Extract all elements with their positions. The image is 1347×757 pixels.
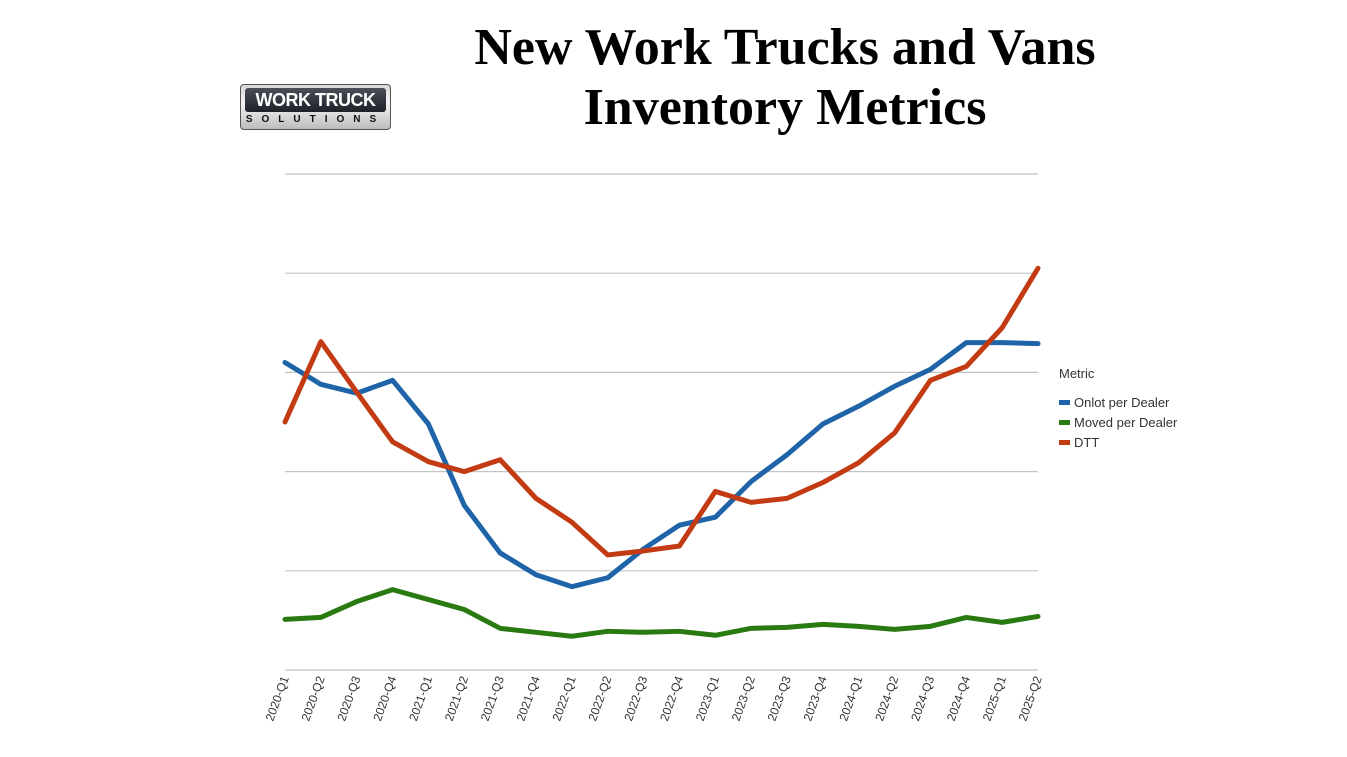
x-tick-label: 2022-Q4 bbox=[657, 674, 686, 723]
logo-line-2: SOLUTIONS bbox=[245, 114, 386, 125]
x-tick-label: 2023-Q1 bbox=[693, 674, 722, 723]
x-tick-label: 2020-Q3 bbox=[334, 674, 363, 723]
legend-item: Onlot per Dealer bbox=[1059, 395, 1169, 410]
chart-title: New Work Trucks and Vans Inventory Metri… bbox=[400, 18, 1170, 138]
x-tick-label: 2024-Q1 bbox=[836, 674, 865, 723]
x-tick-label: 2021-Q1 bbox=[406, 674, 435, 723]
x-tick-label: 2022-Q3 bbox=[621, 674, 650, 723]
chart-title-line-2: Inventory Metrics bbox=[583, 79, 987, 136]
legend-item: Moved per Dealer bbox=[1059, 415, 1177, 430]
x-tick-label: 2023-Q3 bbox=[765, 674, 794, 723]
x-tick-label: 2025-Q1 bbox=[980, 674, 1009, 723]
x-tick-label: 2024-Q4 bbox=[944, 674, 973, 723]
legend-label: Onlot per Dealer bbox=[1074, 395, 1170, 410]
x-tick-label: 2021-Q4 bbox=[514, 674, 543, 723]
legend-label: DTT bbox=[1074, 435, 1100, 450]
series-line-moved-per-dealer bbox=[282, 587, 1041, 639]
x-tick-label: 2020-Q2 bbox=[299, 674, 328, 723]
work-truck-solutions-logo: WORK TRUCK SOLUTIONS bbox=[240, 84, 391, 130]
x-tick-label: 2022-Q2 bbox=[585, 674, 614, 723]
chart-title-line-1: New Work Trucks and Vans bbox=[474, 19, 1096, 76]
x-tick-label: 2024-Q2 bbox=[872, 674, 901, 723]
x-tick-label: 2021-Q3 bbox=[478, 674, 507, 723]
legend-item: DTT bbox=[1059, 435, 1099, 450]
legend-swatch bbox=[1059, 400, 1070, 405]
x-tick-label: 2020-Q1 bbox=[263, 674, 292, 723]
legend-title: Metric bbox=[1059, 366, 1095, 381]
x-tick-label: 2020-Q4 bbox=[370, 674, 399, 723]
legend-swatch bbox=[1059, 420, 1070, 425]
legend-swatch bbox=[1059, 440, 1070, 445]
x-tick-label: 2021-Q2 bbox=[442, 674, 471, 723]
x-tick-label: 2025-Q2 bbox=[1016, 674, 1045, 723]
series-line-dtt bbox=[282, 265, 1041, 558]
x-tick-label: 2023-Q4 bbox=[801, 674, 830, 723]
x-tick-label: 2022-Q1 bbox=[550, 674, 579, 723]
legend-label: Moved per Dealer bbox=[1074, 415, 1178, 430]
series-line-onlot-per-dealer bbox=[282, 340, 1041, 590]
x-tick-label: 2023-Q2 bbox=[729, 674, 758, 723]
logo-line-1: WORK TRUCK bbox=[245, 88, 386, 112]
x-tick-label: 2024-Q3 bbox=[908, 674, 937, 723]
